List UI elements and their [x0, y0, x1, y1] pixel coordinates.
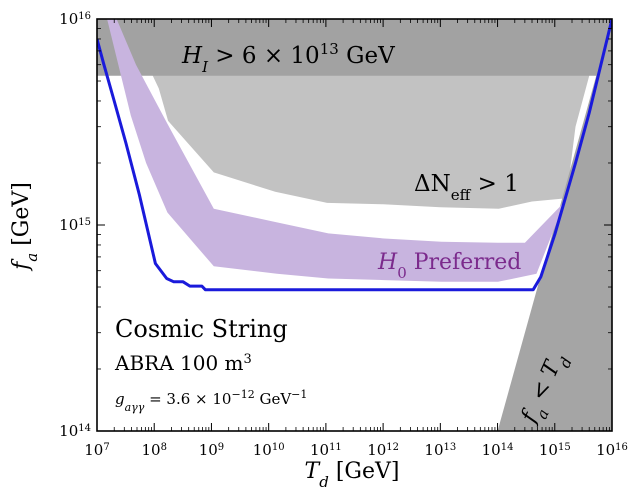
region-HI: [97, 19, 612, 76]
x-tick-label: 1016: [596, 441, 628, 459]
x-tick-label: 1014: [482, 441, 514, 459]
x-tick-label: 108: [141, 441, 166, 459]
x-tick-label: 1010: [253, 441, 285, 459]
tick-labels: 107 108 109 1010 1011 1012 1013 1014 1015 1016 101…: [59, 10, 628, 459]
region-h0-preferred: [107, 19, 565, 282]
x-tick-label: 1015: [539, 441, 571, 459]
region-fa-lt-Td: [497, 19, 612, 431]
coupling-label: gaγγ = 3.6 × 10−12 GeV−1: [115, 388, 307, 414]
y-tick-label: 1016: [59, 10, 91, 28]
h0-preferred-label: H0 Preferred: [377, 250, 521, 282]
dneff-label: ΔNeff > 1: [414, 171, 519, 204]
x-axis-label: Td [GeV]: [305, 459, 400, 491]
shaded-regions: [97, 19, 612, 431]
x-tick-label: 1011: [310, 441, 342, 459]
x-tick-label: 107: [84, 441, 109, 459]
hi-bound-label: HI > 6 × 1013 GeV: [181, 40, 395, 76]
x-tick-label: 1013: [424, 441, 456, 459]
x-tick-label: 1012: [367, 441, 399, 459]
experiment-label: ABRA 100 m3: [114, 351, 252, 375]
model-label: Cosmic String: [115, 315, 288, 343]
y-tick-label: 1015: [59, 216, 91, 234]
x-tick-label: 109: [199, 441, 224, 459]
axis-ticks: [96, 18, 613, 432]
sensitivity-curves: [97, 19, 612, 292]
series-line-abra: [97, 19, 612, 292]
y-tick-label: 1014: [59, 422, 91, 440]
y-axis-label: fa [GeV]: [9, 182, 41, 272]
